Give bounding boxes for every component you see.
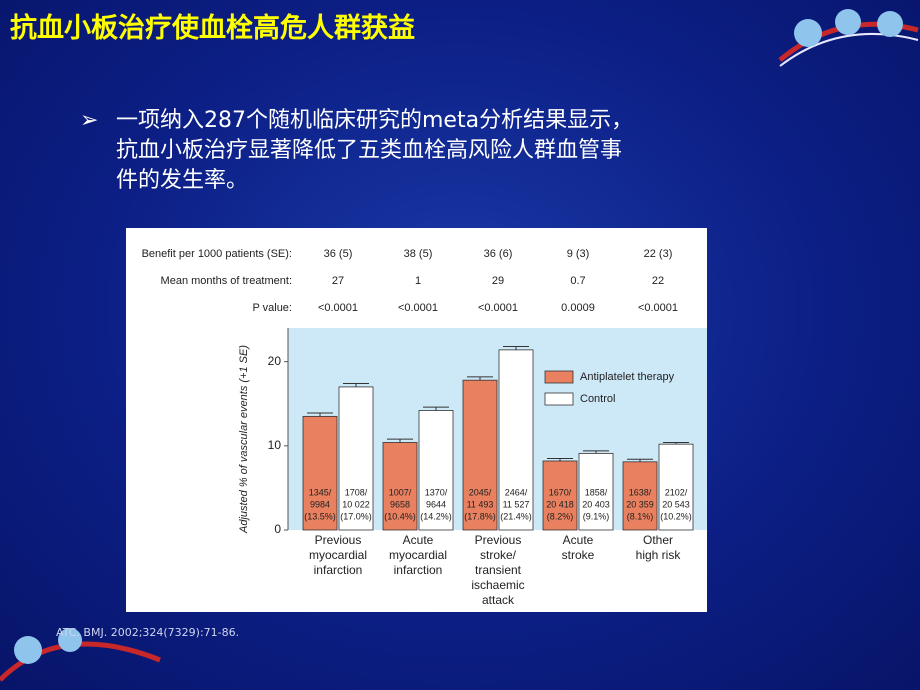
error-bar	[307, 412, 333, 417]
bar-label: 1708/	[345, 487, 368, 497]
x-tick-label: infarction	[314, 563, 363, 577]
header-value: 36 (6)	[484, 248, 513, 260]
header-label: P value:	[252, 302, 292, 314]
x-tick-label: infarction	[394, 563, 443, 577]
y-tick-label: 10	[268, 438, 282, 452]
x-tick-label: high risk	[636, 548, 682, 562]
slide-title: 抗血小板治疗使血栓高危人群获益	[10, 13, 415, 44]
y-tick-label: 20	[268, 354, 282, 368]
header-value: 0.7	[570, 275, 585, 287]
bar-label: 2045/	[469, 487, 492, 497]
header-value: 22	[652, 275, 664, 287]
bar-label: (17.8%)	[464, 511, 496, 521]
error-bar	[467, 376, 493, 381]
bar-label: 20 418	[546, 499, 574, 509]
error-bar	[503, 346, 529, 350]
bullet-line: 件的发生率。	[116, 168, 249, 193]
bar	[418, 410, 454, 531]
bar-label: 11 527	[503, 499, 530, 509]
bar	[338, 386, 374, 531]
header-value: 29	[492, 275, 504, 287]
bar-label: (9.1%)	[583, 511, 610, 521]
x-tick-label: attack	[482, 593, 515, 607]
x-tick-label: myocardial	[389, 548, 447, 562]
y-axis-label: Adjusted % of vascular events (+1 SE)	[238, 345, 250, 534]
header-label: Mean months of treatment:	[161, 275, 292, 287]
x-tick-label: transient	[475, 563, 522, 577]
header-value: 27	[332, 275, 344, 287]
bar-label: 11 493	[467, 499, 494, 509]
error-bar	[663, 441, 689, 445]
x-tick-label: Acute	[563, 533, 594, 547]
bar-label: (8.1%)	[627, 511, 654, 521]
x-tick-label: Acute	[403, 533, 434, 547]
x-tick-label: Other	[643, 533, 673, 547]
error-bar	[343, 383, 369, 387]
x-tick-label: ischaemic	[471, 578, 524, 592]
header-value: <0.0001	[318, 302, 358, 314]
bar-label: 20 543	[662, 499, 690, 509]
header-value: 22 (3)	[644, 248, 673, 260]
header-label: Benefit per 1000 patients (SE):	[142, 248, 292, 260]
x-tick-label: stroke/	[480, 548, 517, 562]
error-bar	[387, 438, 413, 443]
bar-label: (14.2%)	[420, 511, 452, 521]
bar-label: (8.2%)	[547, 511, 574, 521]
bar-label: (10.4%)	[384, 511, 416, 521]
bar-label: (10.2%)	[660, 511, 692, 521]
bar-label: 20 403	[582, 499, 610, 509]
x-tick-label: stroke	[562, 548, 595, 562]
legend-label: Antiplatelet therapy	[580, 371, 675, 383]
y-tick-label: 0	[274, 522, 281, 536]
legend-swatch	[544, 370, 574, 384]
header-value: <0.0001	[478, 302, 518, 314]
bar-label: 1638/	[629, 487, 652, 497]
bar-label: 9984	[310, 499, 330, 509]
citation: ATC. BMJ. 2002;324(7329):71-86.	[56, 626, 240, 639]
bar	[658, 443, 694, 531]
bar	[498, 349, 534, 531]
x-tick-label: myocardial	[309, 548, 367, 562]
bar-label: 1370/	[425, 487, 448, 497]
bar-label: 2464/	[505, 487, 528, 497]
header-value: 9 (3)	[567, 248, 590, 260]
bar	[382, 442, 418, 531]
error-bar	[583, 450, 609, 454]
x-tick-label: Previous	[475, 533, 522, 547]
bar-label: 9644	[426, 499, 446, 509]
legend-swatch	[544, 392, 574, 406]
bar-label: (13.5%)	[304, 511, 336, 521]
bar-label: 9658	[390, 499, 410, 509]
bullet-line: 一项纳入287个随机临床研究的meta分析结果显示，	[116, 108, 634, 133]
bullet-line: 抗血小板治疗显著降低了五类血栓高风险人群血管事	[116, 138, 623, 163]
error-bar	[627, 458, 653, 462]
bar-label: 1858/	[585, 487, 608, 497]
header-value: 1	[415, 275, 421, 287]
bar-label: 1007/	[389, 487, 412, 497]
bar-label: (21.4%)	[500, 511, 532, 521]
bar-label: 20 359	[626, 499, 654, 509]
bar-label: (17.0%)	[340, 511, 372, 521]
header-value: <0.0001	[638, 302, 678, 314]
bar-label: 1345/	[309, 487, 332, 497]
bar	[622, 461, 658, 531]
header-value: <0.0001	[398, 302, 438, 314]
header-value: 36 (5)	[324, 248, 353, 260]
legend-label: Control	[580, 393, 615, 405]
bar	[578, 453, 614, 531]
bar-label: 10 022	[342, 499, 370, 509]
x-tick-label: Previous	[315, 533, 362, 547]
error-bar	[423, 406, 449, 411]
bar-label: 2102/	[665, 487, 688, 497]
error-bar	[547, 457, 573, 461]
header-value: 38 (5)	[404, 248, 433, 260]
header-value: 0.0009	[561, 302, 595, 314]
bar-label: 1670/	[549, 487, 572, 497]
bullet: ➢ 一项纳入287个随机临床研究的meta分析结果显示， 抗血小板治疗显著降低了…	[80, 106, 633, 196]
